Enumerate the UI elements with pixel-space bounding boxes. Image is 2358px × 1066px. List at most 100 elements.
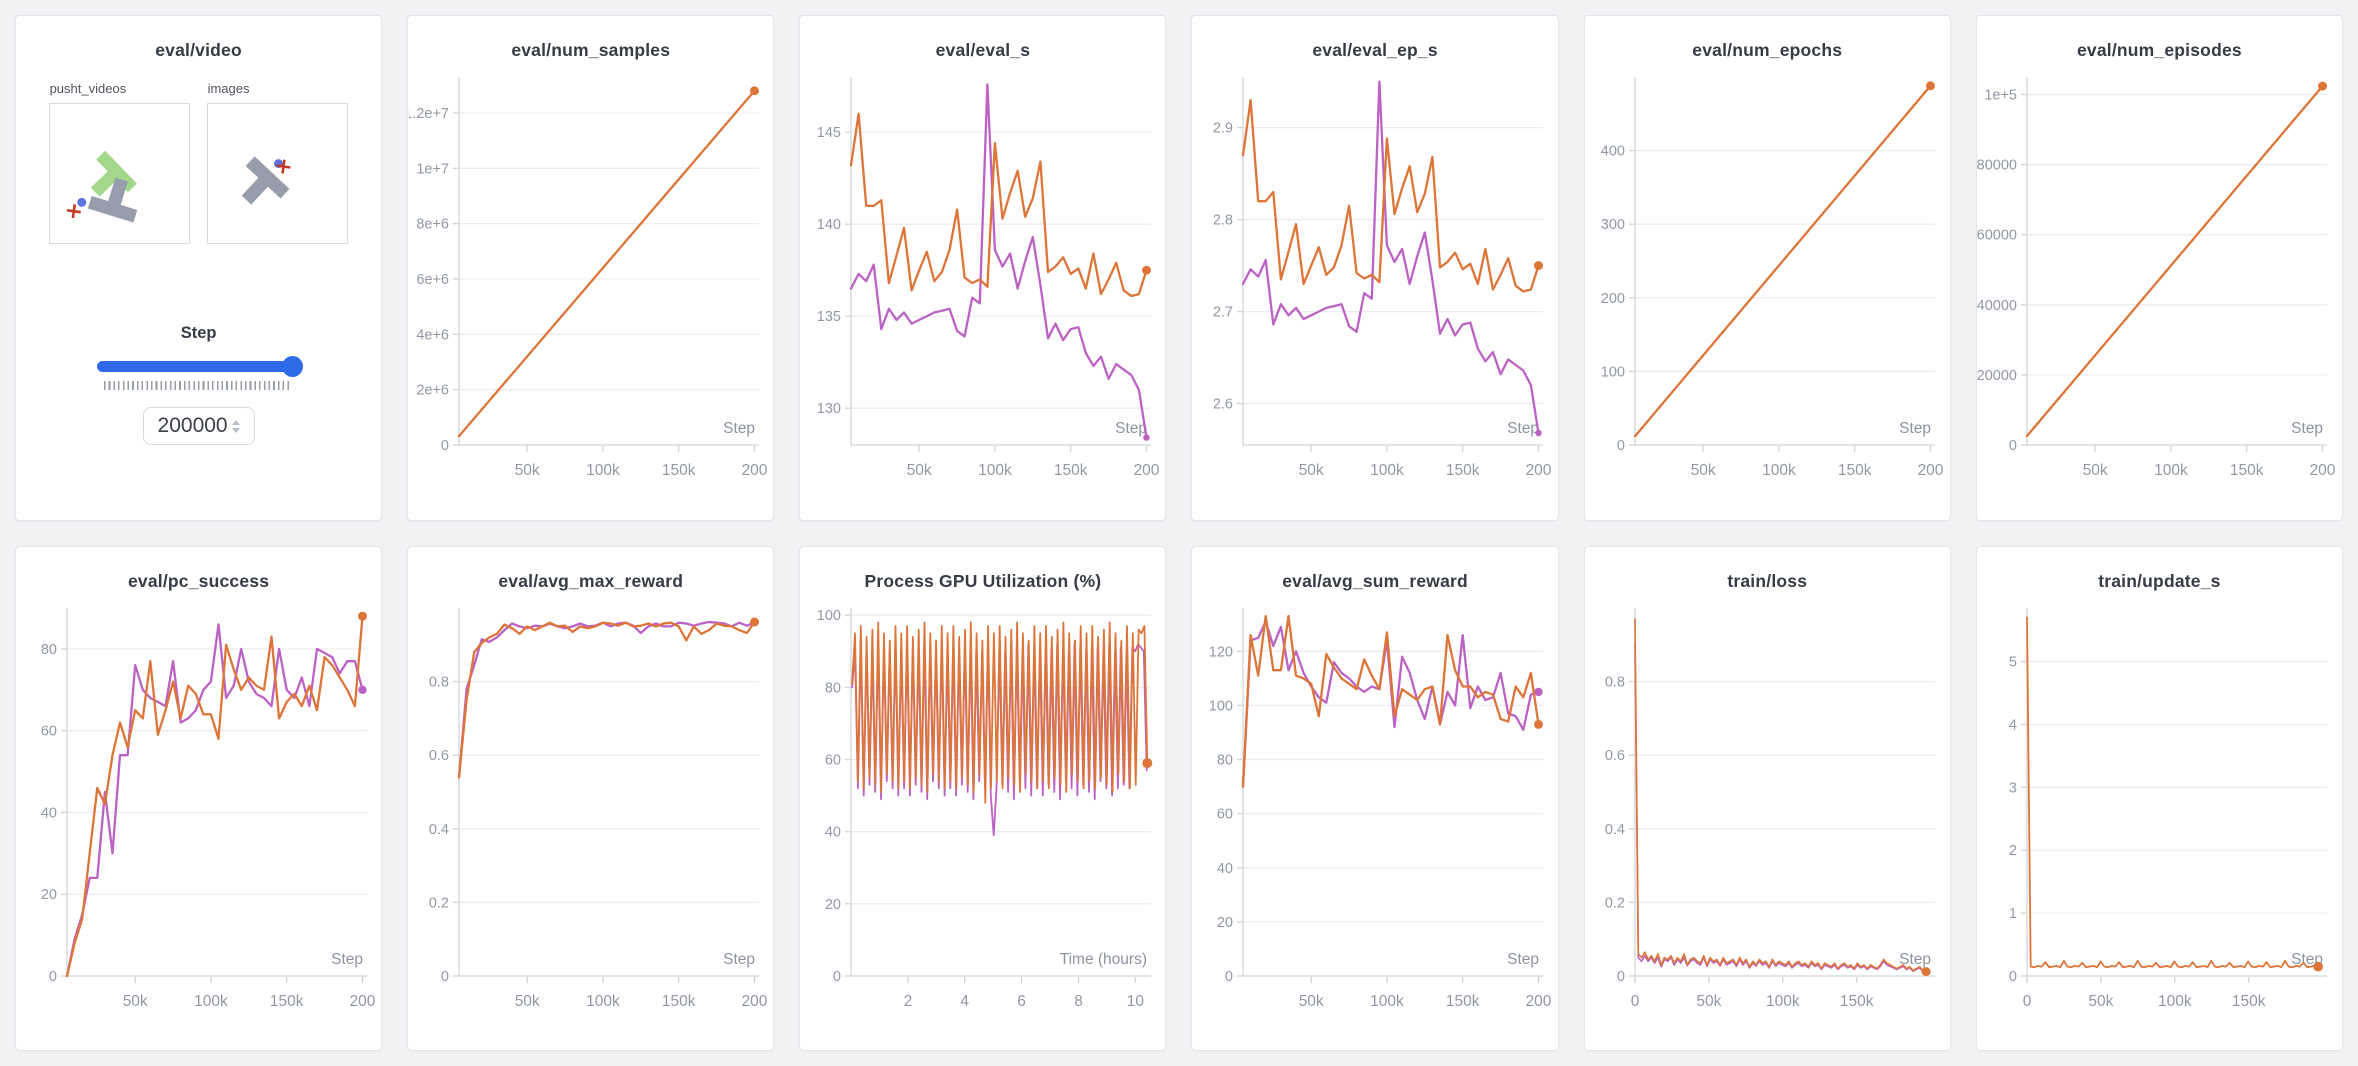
chart-canvas-eval-num-samples[interactable]: 0 2e+6 4e+6 6e+6 8e+6 1e+7 1.2e+7 50k 100k 150k 20… — [409, 67, 773, 497]
svg-text:Step: Step — [1115, 420, 1147, 437]
svg-text:150k: 150k — [1446, 993, 1480, 1010]
svg-text:150k: 150k — [1840, 993, 1874, 1010]
chart-canvas-train-loss[interactable]: 0 0.2 0.4 0.6 0.8 0 50k 100k 150k Step — [1585, 598, 1949, 1028]
svg-text:80: 80 — [40, 641, 56, 657]
media-label-pusht-videos: pusht_videos — [49, 81, 127, 96]
svg-text:150k: 150k — [1838, 462, 1872, 479]
svg-text:20000: 20000 — [1977, 368, 2017, 384]
chart-panel-eval-num-epochs: eval/num_epochs 0 100 200 300 400 50k 100k 150k… — [1583, 15, 1951, 521]
svg-text:0.6: 0.6 — [429, 748, 449, 764]
svg-text:200: 200 — [741, 993, 767, 1010]
svg-text:150k: 150k — [2232, 993, 2266, 1010]
svg-text:Step: Step — [1507, 420, 1539, 437]
chart-canvas-eval-num-episodes[interactable]: 0 20000 40000 60000 80000 1e+5 50k 100k 150k 200 S… — [1977, 67, 2341, 497]
svg-text:100k: 100k — [1766, 993, 1800, 1010]
chart-title-eval-pc-success: eval/pc_success — [127, 570, 270, 591]
svg-text:2e+6: 2e+6 — [416, 383, 449, 399]
chart-panel-eval-num-samples: eval/num_samples 0 2e+6 4e+6 6e+6 8e+6 1e+7 1.… — [407, 15, 775, 521]
svg-text:200: 200 — [1526, 993, 1552, 1010]
svg-text:200: 200 — [1133, 462, 1159, 479]
svg-text:Step: Step — [2292, 420, 2324, 437]
chart-canvas-eval-pc-success[interactable]: 0 20 40 60 80 50k 100k 150k 200 Step — [17, 598, 381, 1028]
decrement-arrow-icon[interactable] — [231, 428, 240, 437]
svg-text:6e+6: 6e+6 — [416, 272, 449, 288]
agent-dot — [76, 197, 86, 207]
svg-text:20: 20 — [40, 887, 56, 903]
svg-text:0: 0 — [1225, 969, 1233, 985]
panel-eval-video: eval/video pusht_videos — [15, 15, 383, 521]
svg-text:150k: 150k — [2230, 462, 2264, 479]
svg-text:0: 0 — [1631, 993, 1640, 1010]
chart-panel-train-update-s: train/update_s 0 1 2 3 4 5 0 50k 100k 150k Step — [1975, 545, 2343, 1051]
svg-text:120: 120 — [1209, 644, 1233, 660]
svg-text:100k: 100k — [194, 993, 228, 1010]
step-value: 200000 — [157, 414, 228, 437]
svg-text:400: 400 — [1601, 144, 1625, 160]
slider-tick-ruler — [103, 381, 290, 390]
svg-text:60: 60 — [825, 752, 841, 768]
media-label-images: images — [207, 81, 250, 96]
svg-text:80: 80 — [825, 680, 841, 696]
svg-text:50k: 50k — [1697, 993, 1722, 1010]
svg-text:5: 5 — [2009, 654, 2017, 670]
svg-text:Step: Step — [1507, 951, 1539, 968]
chart-title-eval-num-epochs: eval/num_epochs — [1692, 40, 1843, 60]
svg-text:100: 100 — [817, 608, 841, 624]
svg-text:1e+5: 1e+5 — [1985, 88, 2018, 104]
svg-text:6: 6 — [1017, 993, 1026, 1010]
svg-text:150k: 150k — [1054, 462, 1088, 479]
svg-text:50k: 50k — [514, 993, 539, 1010]
chart-title-eval-num-episodes: eval/num_episodes — [2076, 40, 2242, 60]
pusht-video-thumbnail[interactable] — [48, 103, 190, 244]
svg-text:100: 100 — [1209, 698, 1233, 714]
increment-arrow-icon[interactable] — [231, 416, 240, 425]
chart-title-eval-eval-ep-s: eval/eval_ep_s — [1312, 40, 1438, 60]
svg-text:0.4: 0.4 — [1605, 821, 1625, 837]
svg-text:0.6: 0.6 — [1605, 748, 1625, 764]
chart-panel-eval-avg-sum-reward: eval/avg_sum_reward 0 20 40 60 80 100 120 50k 10… — [1191, 545, 1559, 1051]
svg-text:80000: 80000 — [1977, 158, 2017, 174]
media-row: pusht_videos — [48, 81, 349, 244]
chart-title-eval-avg-max-reward: eval/avg_max_reward — [498, 570, 684, 591]
svg-text:50k: 50k — [1691, 462, 1716, 479]
svg-text:140: 140 — [817, 217, 841, 233]
svg-text:2: 2 — [903, 993, 912, 1010]
svg-text:2.6: 2.6 — [1213, 397, 1233, 413]
svg-text:4e+6: 4e+6 — [416, 327, 449, 343]
svg-text:8e+6: 8e+6 — [416, 217, 449, 233]
svg-text:200: 200 — [1918, 462, 1944, 479]
step-slider[interactable] — [96, 356, 303, 377]
svg-text:200: 200 — [1526, 462, 1552, 479]
chart-canvas-eval-avg-max-reward[interactable]: 0 0.2 0.4 0.6 0.8 50k 100k 150k 200 Step — [409, 598, 773, 1028]
svg-text:50k: 50k — [514, 462, 539, 479]
slider-track[interactable] — [96, 361, 301, 372]
svg-text:0: 0 — [833, 969, 841, 985]
goal-cross-icon — [275, 159, 291, 174]
svg-text:Step: Step — [1899, 420, 1931, 437]
svg-text:20: 20 — [825, 896, 841, 912]
step-control: Step 200000 — [96, 324, 303, 445]
svg-text:4: 4 — [2009, 717, 2017, 733]
svg-text:50k: 50k — [907, 462, 932, 479]
svg-text:100k: 100k — [2154, 462, 2188, 479]
chart-canvas-eval-eval-ep-s[interactable]: 2.6 2.7 2.8 2.9 50k 100k 150k 200 Step — [1193, 67, 1557, 497]
svg-text:40: 40 — [1217, 860, 1233, 876]
images-thumbnail[interactable] — [206, 103, 348, 244]
svg-text:145: 145 — [817, 125, 841, 141]
slider-handle[interactable] — [281, 356, 303, 377]
chart-panel-eval-eval-s: eval/eval_s 130 135 140 145 50k 100k 150k 200 St… — [799, 15, 1167, 521]
step-slider-label: Step — [180, 324, 217, 342]
chart-canvas-process-gpu-utilization[interactable]: 0 20 40 60 80 100 2 4 6 8 10 Time (hours) — [801, 598, 1165, 1028]
chart-canvas-eval-num-epochs[interactable]: 0 100 200 300 400 50k 100k 150k 200 Step — [1585, 67, 1949, 497]
svg-text:50k: 50k — [1299, 462, 1324, 479]
svg-text:Step: Step — [723, 420, 755, 437]
stepper-arrows[interactable] — [231, 415, 240, 437]
chart-canvas-eval-avg-sum-reward[interactable]: 0 20 40 60 80 100 120 50k 100k 150k 200 Step — [1193, 598, 1557, 1028]
svg-text:3: 3 — [2009, 780, 2017, 796]
chart-canvas-eval-eval-s[interactable]: 130 135 140 145 50k 100k 150k 200 Step — [801, 67, 1165, 497]
step-number-input[interactable]: 200000 — [142, 407, 255, 445]
svg-text:80: 80 — [1217, 752, 1233, 768]
images-scene-graphic — [241, 156, 291, 205]
svg-text:200: 200 — [2310, 462, 2336, 479]
